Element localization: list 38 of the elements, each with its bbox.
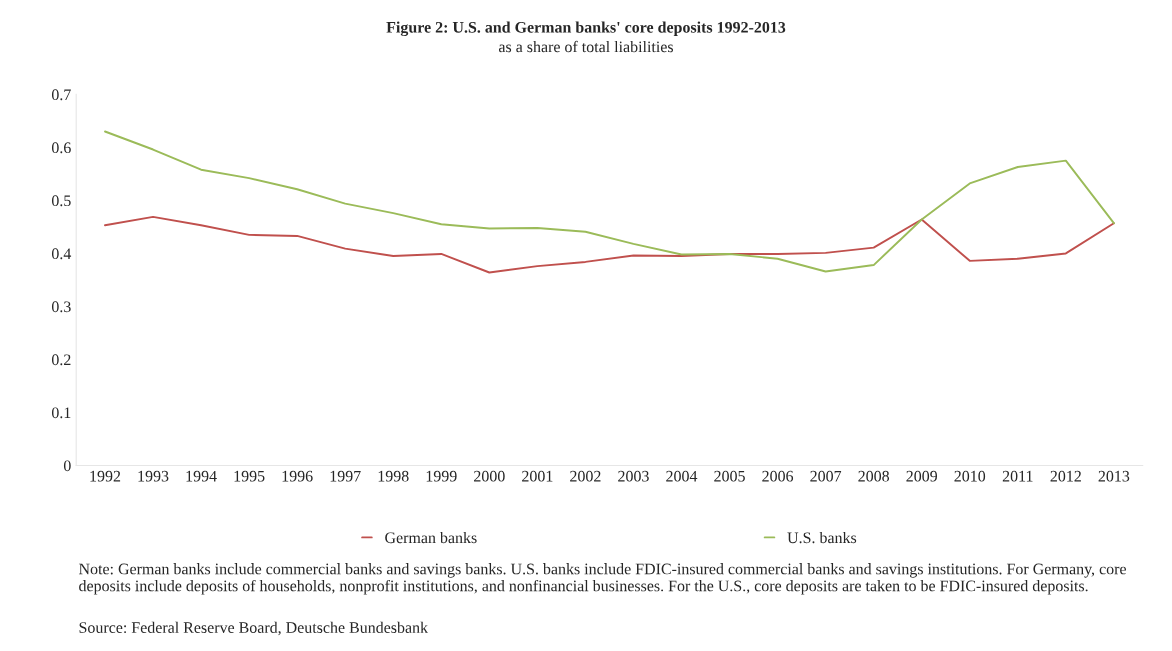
legend-label: German banks	[385, 531, 477, 544]
x-tick-label: 1996	[282, 470, 313, 482]
x-tick-label: 2003	[618, 470, 649, 482]
chart-subtitle: as a share of total liabilities	[498, 40, 674, 53]
x-tick-label: 2000	[474, 470, 505, 482]
x-tick-label: 1999	[426, 470, 457, 482]
x-tick-label: 1995	[234, 470, 265, 482]
x-tick-label: 2010	[954, 470, 986, 482]
x-tick-label: 2011	[1002, 470, 1033, 482]
y-tick-label: 0.6	[51, 142, 71, 154]
x-tick-label: 1997	[330, 470, 361, 482]
line-series	[104, 215, 1115, 274]
line-series	[104, 130, 1115, 273]
x-tick-label: 2013	[1098, 470, 1130, 482]
x-tick-label: 2001	[522, 470, 553, 482]
x-tick-label: 2007	[810, 470, 842, 482]
y-tick-label: 0	[63, 460, 71, 472]
x-tick-label: 2008	[858, 470, 890, 482]
y-tick-label: 0.5	[51, 195, 71, 207]
y-tick-label: 0.3	[51, 301, 71, 313]
x-tick-label: 2006	[762, 470, 794, 482]
x-tick-label: 1993	[138, 470, 169, 482]
text: Note: German banks include commercial banks and savings banks. U.S. banks include FDIC-insured commercial banks and savings institutions. For Germany, core deposits include deposits of households, nonprofit institutions, and nonfinancial businesses. For the U.S., core deposits are taken to be FDIC-insured deposits.	[78, 563, 1126, 595]
chart-title: Figure 2: U.S. and German banks' core deposits 1992-2013	[386, 21, 786, 37]
x-tick-label: 2012	[1050, 470, 1081, 482]
legend-label: U.S. banks	[787, 531, 857, 544]
y-tick-label: 0.1	[51, 407, 71, 419]
x-tick-label: 2002	[570, 470, 601, 482]
x-tick-label: 2005	[714, 470, 745, 482]
y-tick-label: 0.4	[51, 248, 72, 260]
x-tick-label: 2009	[906, 470, 938, 482]
x-tick-label: 1992	[90, 470, 121, 482]
y-tick-label: 0.7	[51, 89, 71, 101]
source-note: Source: Federal Reserve Board, Deutsche Bundesbank	[79, 621, 429, 636]
x-tick-label: 2004	[666, 470, 698, 482]
y-tick-label: 0.2	[51, 354, 71, 366]
x-tick-label: 1994	[186, 470, 217, 482]
x-tick-label: 1998	[378, 470, 409, 482]
